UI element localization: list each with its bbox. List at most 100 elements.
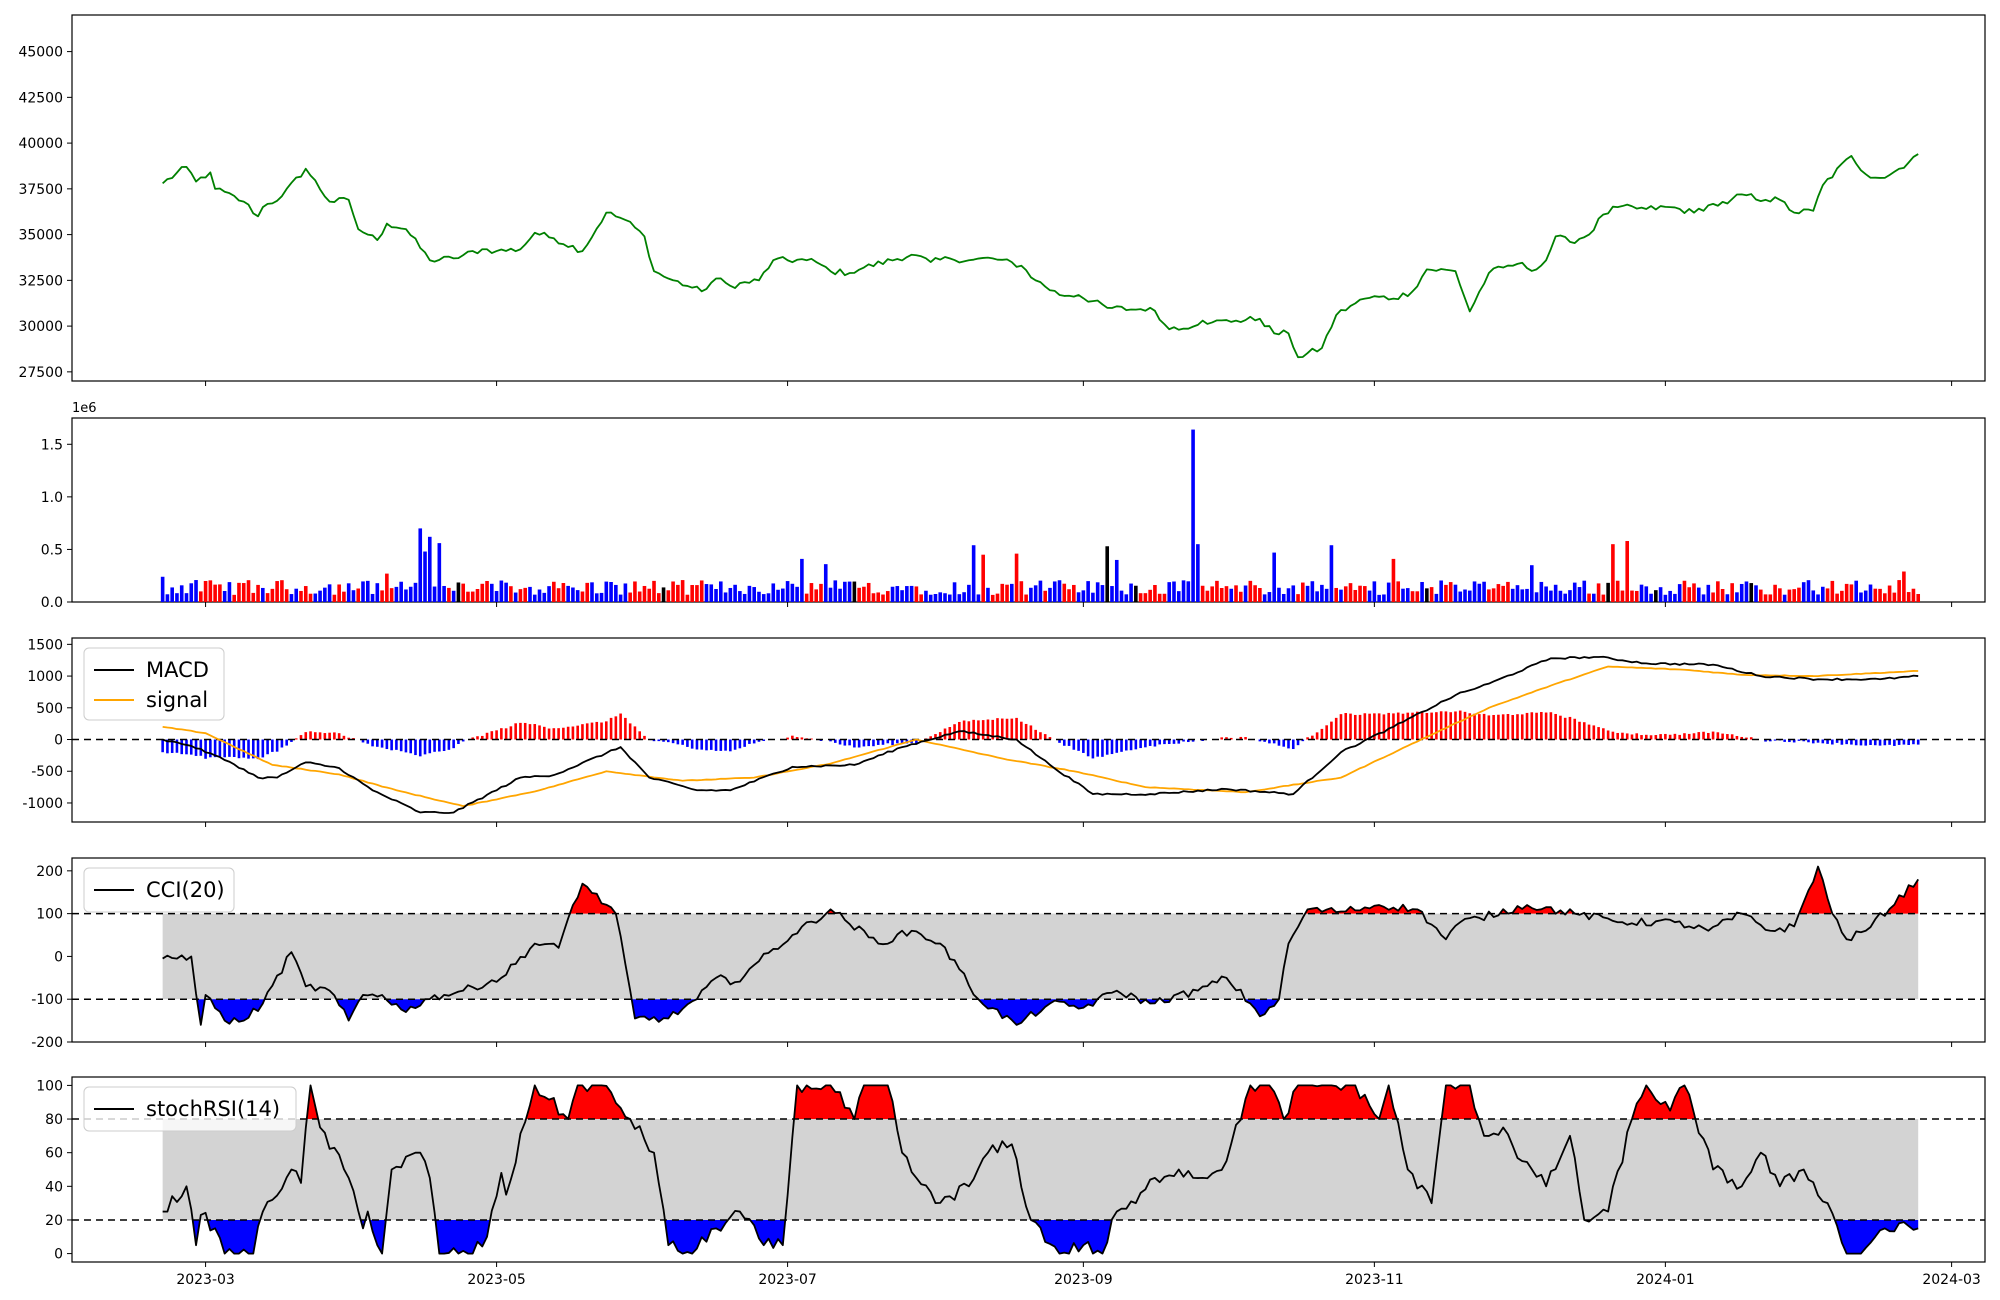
volume-bar [757, 591, 761, 602]
volume-bar [423, 551, 427, 602]
volume-bar [1654, 590, 1658, 602]
volume-bar [1105, 546, 1110, 602]
volume-bar [1091, 592, 1095, 602]
volume-bar [375, 583, 380, 602]
volume-bar [490, 583, 494, 602]
price-ytick-label: 32500 [18, 273, 63, 289]
volume-bar [1086, 581, 1090, 602]
macd-histogram-bar [1301, 739, 1305, 742]
macd-histogram-bar [1158, 739, 1161, 745]
macd-histogram-bar [1883, 739, 1887, 746]
macd-ytick-label: -500 [31, 764, 63, 780]
volume-bar [160, 576, 165, 602]
volume-bar [1558, 590, 1563, 602]
volume-bar [790, 583, 795, 602]
volume-bar [1057, 580, 1062, 602]
macd-histogram-bar [1721, 733, 1724, 740]
volume-bar [1472, 581, 1477, 602]
macd-histogram-bar [795, 737, 799, 740]
macd-histogram-bar [1897, 739, 1901, 745]
volume-bar [690, 585, 694, 602]
volume-bar [179, 585, 184, 602]
macd-histogram-bar [690, 739, 694, 749]
volume-bar [585, 582, 590, 602]
volume-bar [1019, 581, 1024, 602]
price-line [162, 153, 1919, 359]
macd-histogram-bar [709, 739, 713, 750]
volume-bar [485, 581, 489, 602]
macd-ytick-label: 1500 [27, 637, 63, 653]
macd-legend-label: MACD [146, 658, 209, 682]
volume-offset-label: 1e6 [72, 401, 97, 416]
macd-histogram-bar [600, 722, 603, 740]
cci-overbought-fill [1799, 866, 1833, 914]
macd-histogram-bar [1425, 712, 1429, 740]
macd-histogram-bar [719, 739, 723, 751]
volume-frame [71, 417, 1986, 603]
volume-bar [308, 593, 313, 602]
volume-bar [1906, 592, 1911, 602]
macd-histogram-bar [399, 739, 403, 752]
volume-bar [971, 545, 976, 602]
macd-histogram-bar [1525, 712, 1529, 740]
volume-bar [1840, 590, 1844, 602]
macd-histogram-bar [1711, 731, 1715, 740]
volume-bar [637, 591, 642, 602]
macd-histogram-bar [1826, 739, 1829, 744]
volume-bar [1234, 585, 1238, 602]
volume-bar [1696, 587, 1701, 602]
macd-histogram-bar [1382, 714, 1386, 740]
macd-histogram-bar [342, 735, 346, 740]
volume-bar [1196, 544, 1200, 602]
volume-bar [222, 590, 227, 602]
macd-histogram-bar [1625, 733, 1629, 740]
macd-histogram-bar [643, 735, 646, 740]
volume-bar [947, 594, 952, 602]
macd-histogram-bar [1244, 737, 1247, 740]
macd-histogram-bar [1086, 739, 1090, 757]
macd-histogram-bar [442, 739, 446, 751]
volume-panel: 0.0 0.5 1.0 1.5 1e6 [41, 401, 1986, 611]
volume-bar [461, 583, 465, 602]
volume-bar [270, 588, 275, 602]
volume-bar [399, 581, 403, 602]
volume-bar [1534, 592, 1539, 602]
macd-histogram-bar [1683, 733, 1686, 740]
volume-bar [1062, 583, 1067, 602]
volume-bar [781, 588, 785, 602]
macd-histogram-bar [1034, 729, 1037, 740]
volume-bar [1487, 589, 1491, 602]
volume-bar [1353, 589, 1358, 602]
macd-histogram-bar [1673, 733, 1677, 740]
macd-histogram-bar [480, 735, 484, 740]
volume-bar [814, 589, 819, 602]
volume-bar [1014, 553, 1019, 602]
macd-histogram-bar [1153, 739, 1157, 747]
volume-bar [1601, 594, 1606, 602]
volume-bar [604, 581, 609, 602]
macd-histogram-bar [695, 739, 699, 750]
macd-histogram-bar [624, 717, 627, 740]
stochrsi-legend: stochRSI(14) [83, 1086, 297, 1132]
volume-bar [1205, 590, 1210, 602]
macd-histogram-bar [1115, 739, 1119, 753]
volume-bar [1396, 581, 1401, 602]
macd-histogram-bar [1110, 739, 1114, 755]
macd-histogram-bar [189, 739, 193, 755]
volume-bar [351, 590, 356, 602]
macd-histogram-bar [729, 739, 732, 752]
price-frame [71, 14, 1986, 382]
macd-histogram-bar [1845, 739, 1848, 745]
macd-histogram-bar [1315, 732, 1319, 740]
volume-bar [1324, 588, 1329, 602]
price-ytick-label: 27500 [18, 365, 63, 381]
macd-histogram-bar [1363, 713, 1367, 740]
volume-bar [1038, 580, 1043, 602]
macd-histogram-bar [986, 719, 990, 740]
volume-bar [1510, 588, 1515, 602]
macd-histogram-bar [843, 739, 847, 746]
volume-bar [1639, 584, 1644, 602]
xtick-label: 2023-11 [1345, 1272, 1404, 1288]
macd-histogram-bar [461, 739, 465, 742]
macd-histogram-bar [409, 739, 413, 754]
